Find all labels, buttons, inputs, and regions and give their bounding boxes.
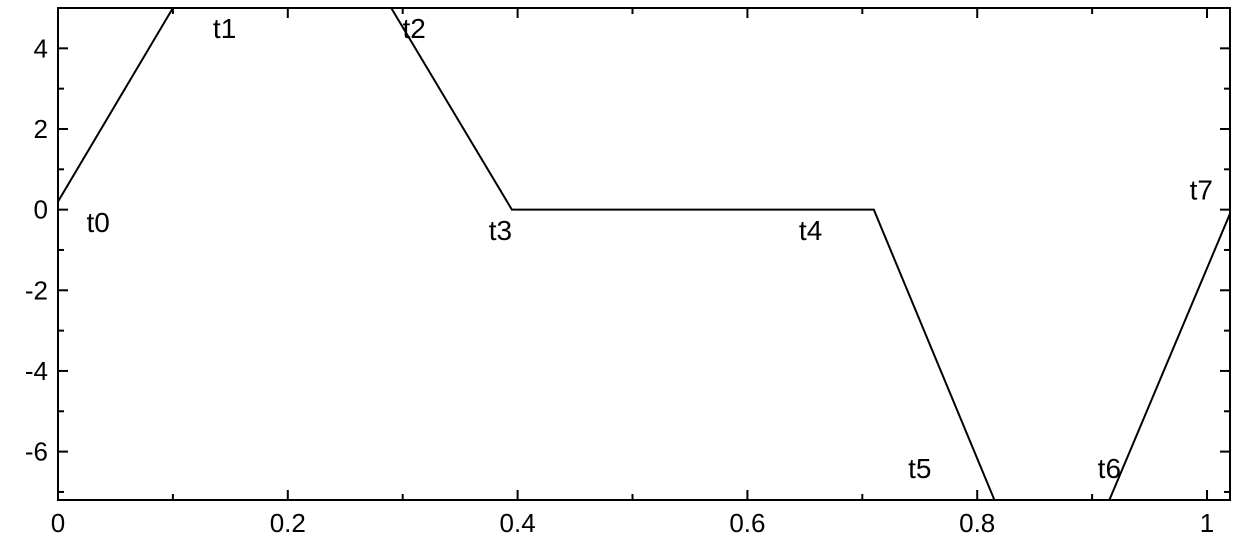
y-tick-label: 0	[34, 195, 48, 225]
annotation-t2: t2	[403, 13, 426, 44]
annotation-t7: t7	[1190, 175, 1213, 206]
line-chart: 0 0.2 0.4 0.6 0.8 1 -6 -4 -2 0 2 4 t0 t1 t2 t3 t4 t5 t6 t7	[0, 0, 1240, 554]
x-tick-label: 0	[51, 508, 65, 538]
y-tick-label: 4	[34, 33, 48, 63]
y-tick-label: -6	[25, 437, 48, 467]
annotation-t3: t3	[489, 215, 512, 246]
x-tick-label: 0.6	[729, 508, 765, 538]
annotation-t1: t1	[213, 13, 236, 44]
y-tick-label: -4	[25, 356, 48, 386]
y-tick-label: 2	[34, 114, 48, 144]
x-tick-label: 0.8	[959, 508, 995, 538]
y-tick-label: -2	[25, 275, 48, 305]
annotation-t5: t5	[908, 453, 931, 484]
annotation-t0: t0	[87, 207, 110, 238]
x-tick-label: 0.2	[270, 508, 306, 538]
annotation-t4: t4	[799, 215, 822, 246]
x-tick-label: 1	[1200, 508, 1214, 538]
x-tick-label: 0.4	[500, 508, 536, 538]
annotation-t6: t6	[1098, 453, 1121, 484]
